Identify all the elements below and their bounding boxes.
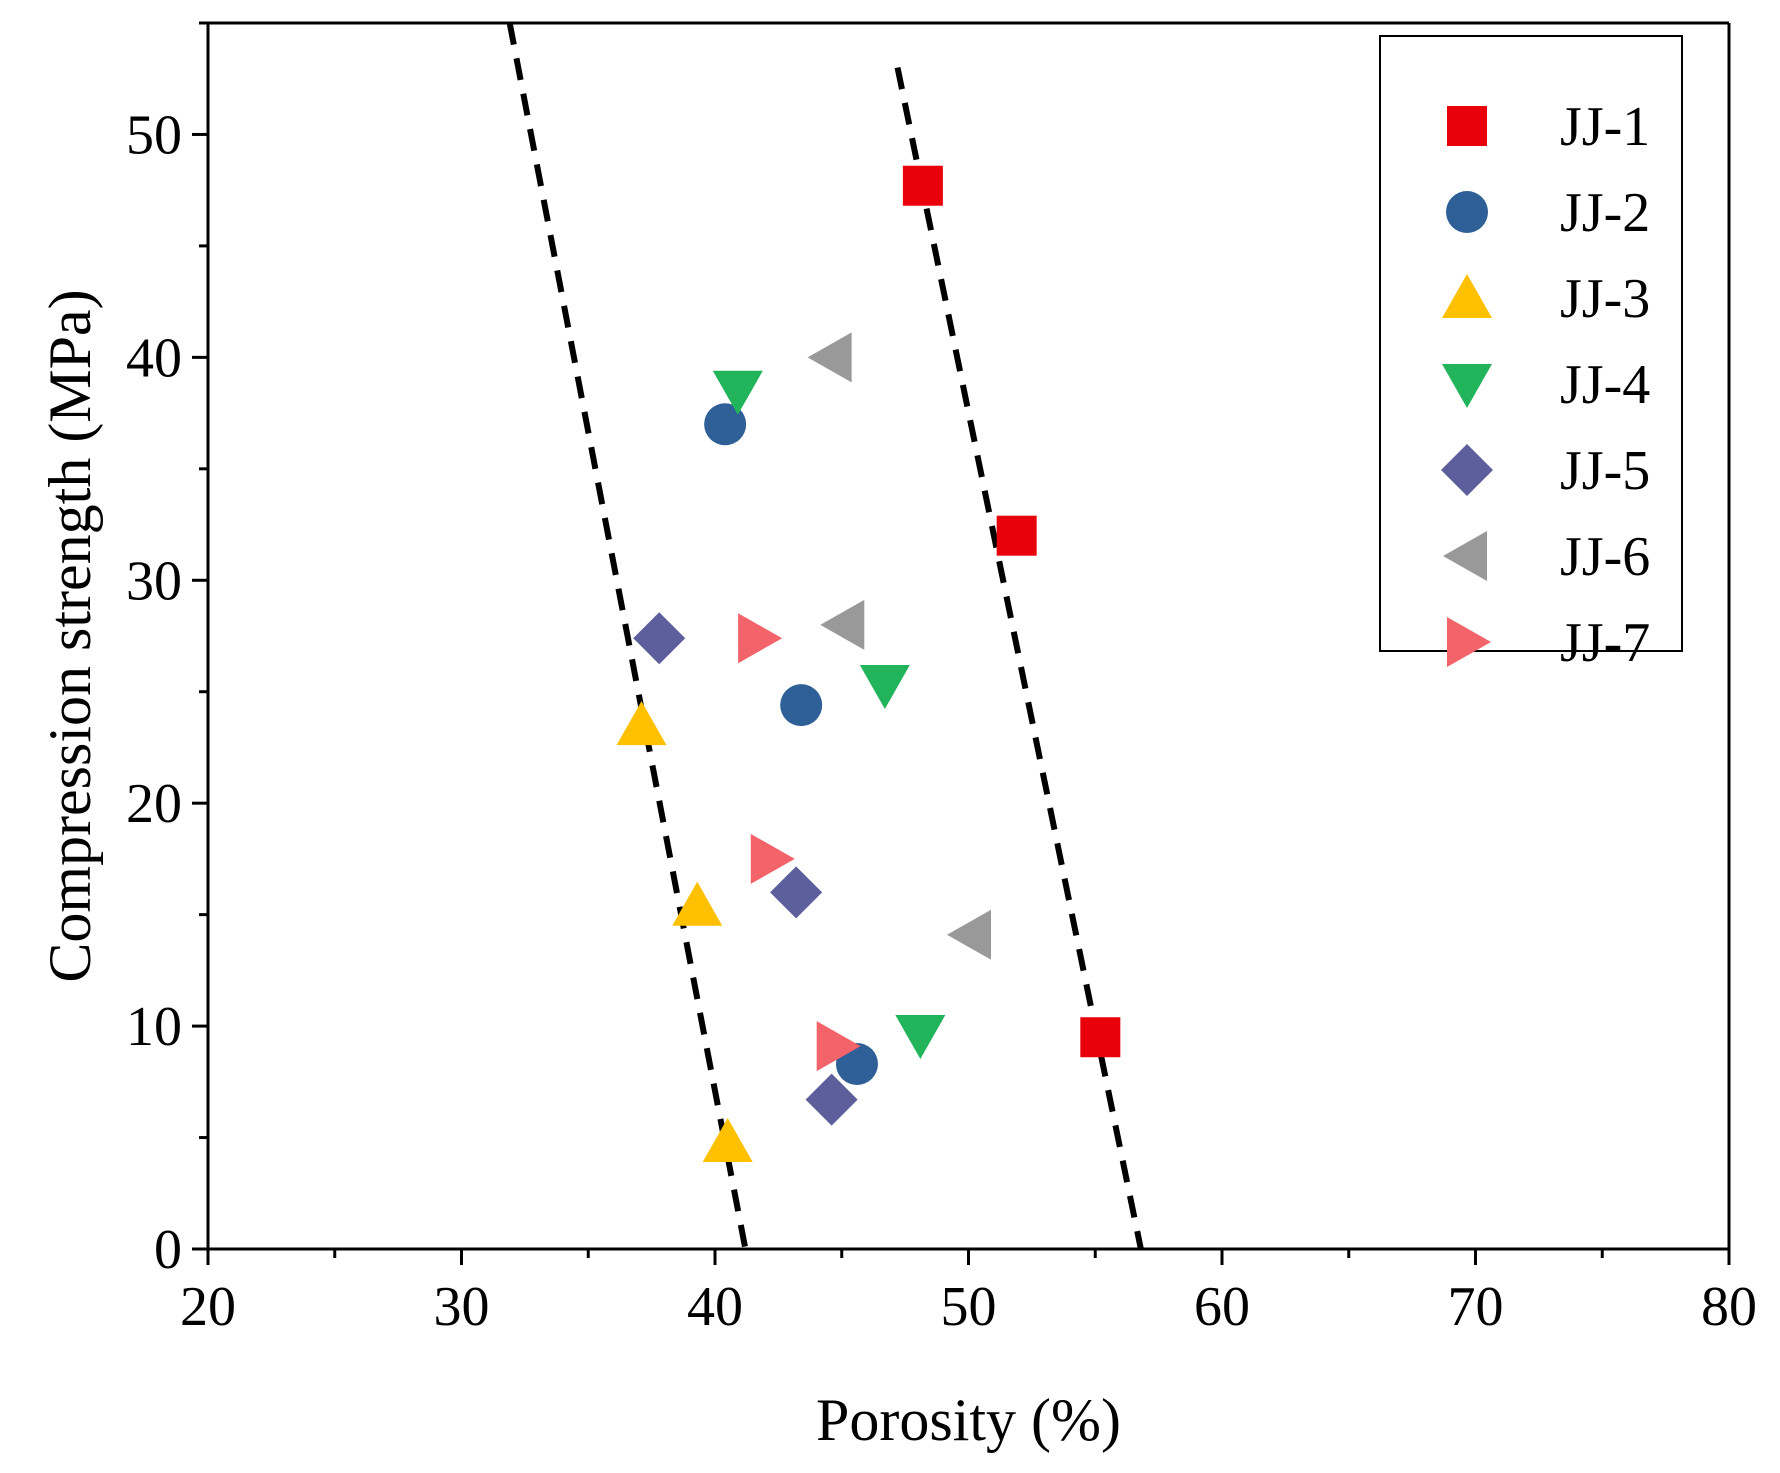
x-tick-label: 40 (687, 1276, 743, 1338)
data-point-jj-4-1 (712, 370, 763, 415)
legend-label-jj-6: JJ-6 (1560, 526, 1650, 588)
y-tick-label: 0 (154, 1219, 182, 1281)
data-point-jj-7-3 (816, 1021, 861, 1072)
legend-box (1379, 35, 1683, 652)
legend-label-jj-5: JJ-5 (1560, 440, 1650, 502)
reference-line-left-boundary (506, 22, 749, 1250)
data-point-jj-5-1 (633, 612, 686, 665)
legend-marker-jj-7 (1447, 617, 1491, 667)
data-point-jj-7-1 (738, 613, 783, 664)
x-tick-label: 50 (941, 1276, 997, 1338)
data-point-jj-1-3 (1080, 1017, 1121, 1058)
y-tick-label: 20 (126, 773, 182, 835)
y-tick-label: 50 (126, 104, 182, 166)
legend-marker-jj-3 (1442, 274, 1492, 318)
legend-label-jj-1: JJ-1 (1560, 96, 1650, 158)
plot-area (506, 22, 1144, 1250)
x-tick-label: 80 (1701, 1276, 1757, 1338)
y-axis-title: Compression strength (MPa) (37, 289, 103, 982)
x-tick-label: 20 (180, 1276, 236, 1338)
data-point-jj-2-2 (780, 684, 823, 727)
data-point-jj-1-2 (996, 515, 1037, 556)
data-point-jj-6-1 (807, 332, 852, 383)
data-point-jj-1-1 (902, 165, 943, 206)
x-axis-title: Porosity (%) (816, 1387, 1121, 1453)
x-tick-label: 30 (434, 1276, 490, 1338)
legend-label-jj-4: JJ-4 (1560, 354, 1650, 416)
reference-line-right-boundary (894, 66, 1144, 1250)
data-point-jj-4-2 (859, 665, 910, 710)
legend-marker-jj-4 (1442, 364, 1492, 408)
y-tick-label: 40 (126, 327, 182, 389)
data-point-jj-5-3 (805, 1073, 858, 1126)
data-point-jj-5-2 (770, 866, 823, 919)
legend-label-jj-3: JJ-3 (1560, 268, 1650, 330)
data-point-jj-3-2 (672, 881, 723, 926)
data-point-jj-2-1 (704, 403, 747, 446)
legend-marker-jj-1 (1447, 106, 1487, 146)
x-tick-label: 60 (1194, 1276, 1250, 1338)
data-point-jj-3-1 (616, 701, 667, 746)
data-point-jj-3-3 (702, 1118, 753, 1163)
y-tick-label: 30 (126, 550, 182, 612)
legend-label-jj-7: JJ-7 (1560, 612, 1650, 674)
y-tick-label: 10 (126, 996, 182, 1058)
legend-label-jj-2: JJ-2 (1560, 182, 1650, 244)
data-point-jj-6-3 (947, 909, 992, 960)
legend-marker-jj-6 (1443, 531, 1487, 581)
legend-marker-jj-5 (1441, 444, 1493, 496)
legend-marker-jj-2 (1446, 191, 1488, 233)
data-point-jj-7-2 (750, 833, 795, 884)
data-point-jj-4-3 (895, 1015, 946, 1060)
legend: JJ-1 JJ-2 JJ-3 JJ-4 JJ-5 JJ-6 JJ-7 (1379, 35, 1683, 674)
x-tick-label: 70 (1448, 1276, 1504, 1338)
axes: 20 30 40 50 60 70 80 0 10 20 30 40 50 (126, 21, 1757, 1338)
data-point-jj-6-2 (820, 599, 865, 650)
